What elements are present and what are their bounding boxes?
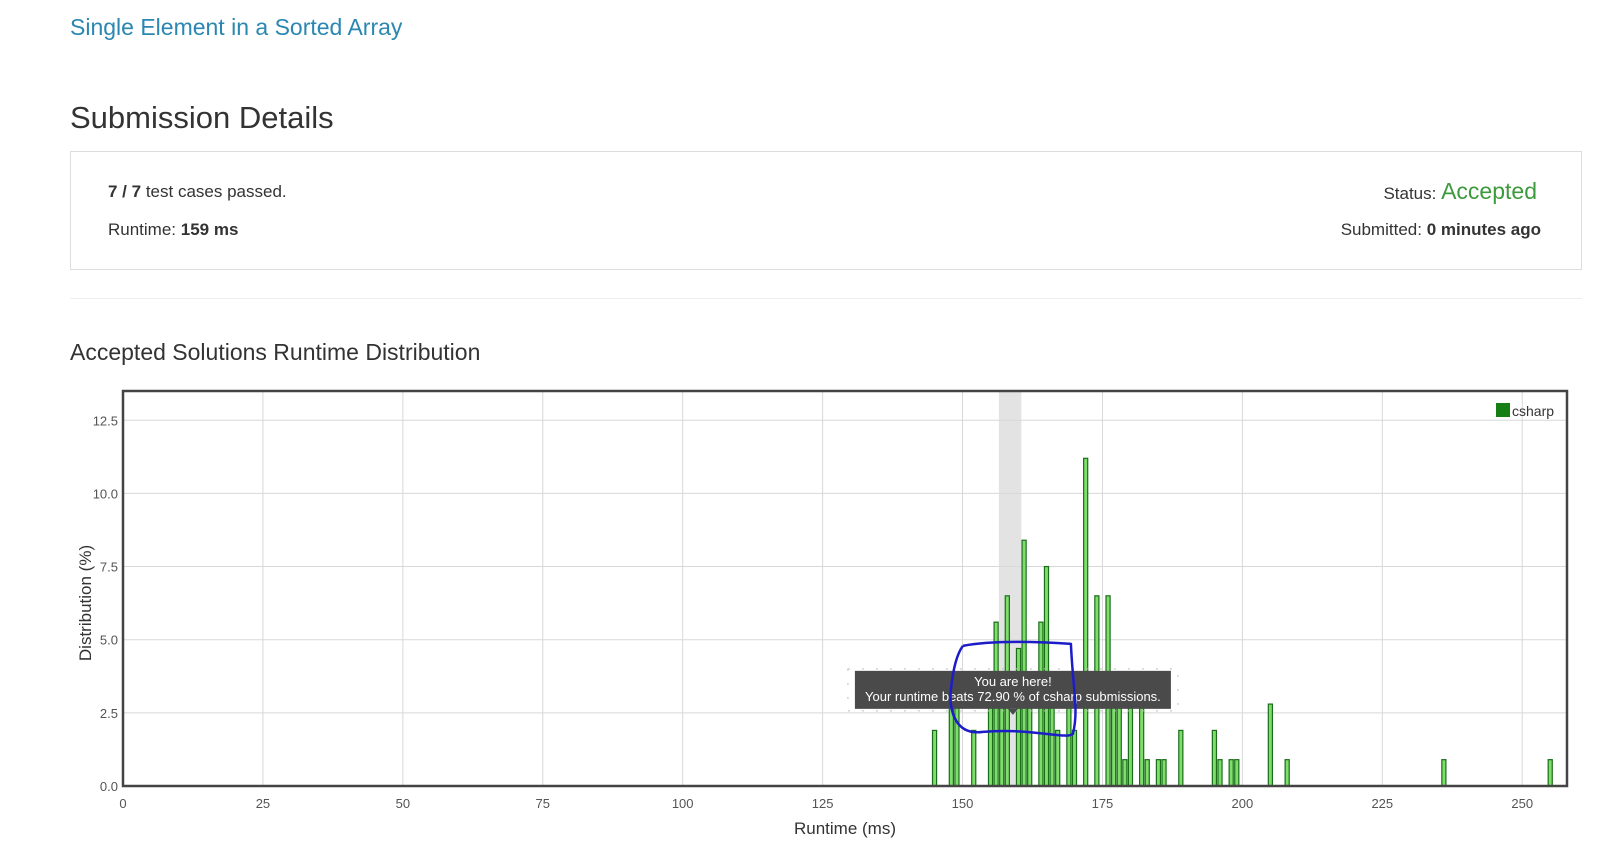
- chart-bar: [1228, 759, 1234, 787]
- runtime-label: Runtime:: [108, 220, 177, 239]
- hand-drawn-annotation: [949, 640, 1077, 737]
- chart-bar: [1161, 759, 1167, 787]
- plot-frame: [121, 389, 1569, 788]
- tooltip: You are here!Your runtime beats 72.90 % …: [847, 640, 1179, 737]
- chart-bar: [1547, 759, 1553, 787]
- chart-bar: [1021, 539, 1027, 787]
- chart-bar: [1144, 759, 1150, 787]
- tick-layer: 0 25 50 75 100 125 150 175 200 225 250 0.0 2.5 5.0 7.5…: [93, 413, 1533, 811]
- x-tick-label: 75: [536, 796, 550, 811]
- x-tick-label: 25: [256, 796, 270, 811]
- x-tick-label: 50: [396, 796, 410, 811]
- y-tick-label: 0.0: [100, 779, 118, 794]
- x-axis-label: Runtime (ms): [794, 819, 896, 838]
- tooltip-pointer: [1007, 708, 1018, 715]
- chart-bar: [954, 703, 960, 787]
- page-title: Submission Details: [70, 100, 334, 135]
- problem-title-link[interactable]: Single Element in a Sorted Array: [70, 14, 403, 40]
- chart-bar: [1441, 759, 1447, 787]
- submitted-summary: Submitted: 0 minutes ago: [1341, 220, 1541, 240]
- legend-label: csharp: [1512, 403, 1554, 419]
- tooltip-outline: [847, 668, 1179, 712]
- chart-title: Accepted Solutions Runtime Distribution: [70, 339, 481, 365]
- chart-bar: [1178, 729, 1184, 787]
- chart-bar: [1217, 759, 1223, 787]
- x-tick-label: 225: [1371, 796, 1393, 811]
- x-tick-label: 0: [119, 796, 126, 811]
- chart-bar: [1071, 729, 1078, 787]
- y-tick-label: 7.5: [100, 560, 118, 575]
- chart-bar: [1127, 703, 1134, 787]
- y-tick-label: 12.5: [93, 413, 118, 428]
- tooltip-line-1: You are here!: [974, 674, 1052, 689]
- status-summary: Status: Accepted: [1383, 178, 1537, 205]
- x-tick-label: 100: [672, 796, 694, 811]
- test-cases-text: test cases passed.: [145, 182, 287, 201]
- chart-bar: [1211, 729, 1218, 787]
- chart-bar: [1083, 457, 1089, 787]
- chart-bar: [1055, 729, 1061, 787]
- runtime-value: 159 ms: [180, 220, 239, 239]
- y-tick-label: 10.0: [93, 486, 118, 501]
- x-tick-label: 125: [812, 796, 834, 811]
- test-cases-count: 7 / 7: [108, 182, 142, 201]
- x-tick-label: 200: [1232, 796, 1254, 811]
- chart-bar: [1066, 703, 1072, 787]
- chart-bar: [1234, 759, 1240, 787]
- chart-bar: [999, 703, 1005, 787]
- chart-bar: [931, 729, 938, 787]
- x-tick-label: 250: [1511, 796, 1533, 811]
- status-label: Status:: [1383, 184, 1437, 203]
- y-tick-label: 2.5: [100, 706, 118, 721]
- submitted-label: Submitted:: [1340, 220, 1422, 239]
- x-tick-label: 175: [1092, 796, 1114, 811]
- chart-bar: [1049, 703, 1055, 787]
- section-divider: [70, 298, 1582, 299]
- status-value: Accepted: [1441, 178, 1537, 204]
- y-axis-label: Distribution (%): [76, 545, 95, 661]
- chart-bar: [987, 703, 994, 787]
- chart-bar: [1122, 759, 1128, 787]
- chart-bar: [971, 729, 977, 787]
- legend[interactable]: csharp: [1496, 403, 1554, 419]
- tooltip-line-2: Your runtime beats 72.90 % of csharp sub…: [865, 689, 1161, 704]
- chart-bar: [1267, 703, 1274, 787]
- submission-details-panel: 7 / 7 test cases passed. Runtime: 159 ms…: [70, 151, 1582, 270]
- submitted-value: 0 minutes ago: [1426, 220, 1541, 239]
- test-cases-summary: 7 / 7 test cases passed.: [108, 182, 287, 202]
- x-tick-label: 150: [952, 796, 974, 811]
- chart-bar: [1284, 759, 1290, 787]
- runtime-summary: Runtime: 159 ms: [108, 220, 238, 240]
- tooltip-box: [854, 670, 1171, 709]
- legend-swatch: [1496, 403, 1510, 417]
- chart-bar: [1155, 759, 1162, 787]
- y-tick-label: 5.0: [100, 633, 118, 648]
- plot-background: [123, 391, 1567, 786]
